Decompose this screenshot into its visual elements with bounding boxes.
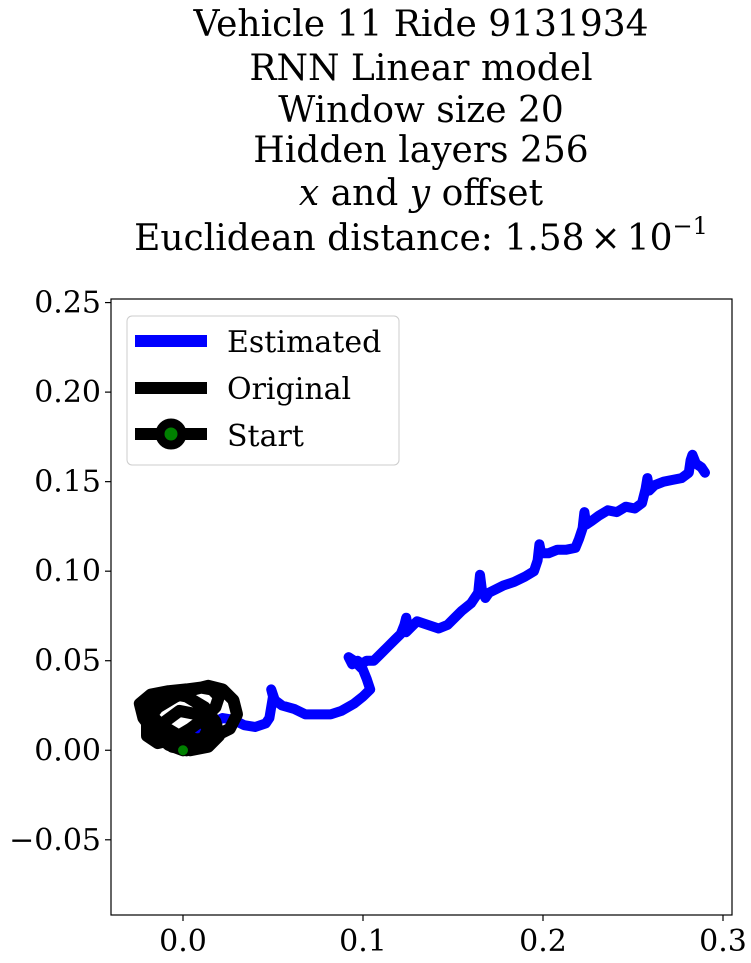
title-line-4: Hidden layers 256: [253, 130, 588, 171]
legend-box: [126, 315, 400, 466]
y-tick-label: −0.05: [9, 823, 101, 858]
chart-title: Vehicle 11 Ride 9131934 RNN Linear model…: [134, 4, 708, 259]
series-line-original: [133, 679, 243, 757]
title-distance-prefix: Euclidean distance:: [134, 218, 504, 259]
legend-label-estimated: Estimated: [227, 325, 381, 360]
title-offset-rest: offset: [430, 173, 543, 214]
title-distance-base: 10: [627, 218, 673, 259]
title-distance-exponent: −1: [673, 212, 708, 240]
y-tick-label: 0.10: [34, 554, 101, 589]
x-tick-label: 0.3: [699, 924, 747, 959]
y-tick-label: 0.00: [34, 733, 101, 768]
title-distance-mantissa: 1.58: [504, 218, 584, 259]
y-tick-label: 0.20: [34, 375, 101, 410]
legend-swatch-start-marker: [155, 418, 187, 450]
x-tick-label: 0.2: [519, 924, 567, 959]
y-tick-label: 0.15: [34, 465, 101, 500]
y-axis: −0.05 0.00 0.05 0.10 0.15 0.20 0.25: [9, 286, 111, 858]
y-tick-label: 0.25: [34, 286, 101, 321]
x-tick-label: 0.1: [339, 924, 387, 959]
x-tick-label: 0.0: [159, 924, 207, 959]
title-offset-y: y: [408, 173, 431, 214]
title-offset-and: and: [319, 173, 410, 214]
x-axis: 0.0 0.1 0.2 0.3: [159, 915, 747, 959]
title-line-3: Window size 20: [278, 90, 564, 131]
y-tick-label: 0.05: [34, 644, 101, 679]
plot-frame: [110, 298, 733, 916]
legend-label-original: Original: [227, 372, 351, 407]
series-layer: [133, 449, 710, 757]
legend-label-start: Start: [227, 419, 304, 454]
title-line-2: RNN Linear model: [249, 48, 592, 89]
legend: Estimated Original Start: [126, 315, 400, 466]
title-line-5: x and y offset: [299, 173, 544, 214]
title-line-1: Vehicle 11 Ride 9131934: [192, 4, 648, 45]
start-layer: [178, 745, 188, 756]
title-line-6: Euclidean distance: 1.58 × 10−1: [134, 212, 708, 259]
start-marker: [178, 745, 188, 756]
title-offset-x: x: [299, 173, 319, 214]
title-distance-times: ×: [591, 218, 621, 259]
series-line-estimated: [178, 449, 710, 756]
